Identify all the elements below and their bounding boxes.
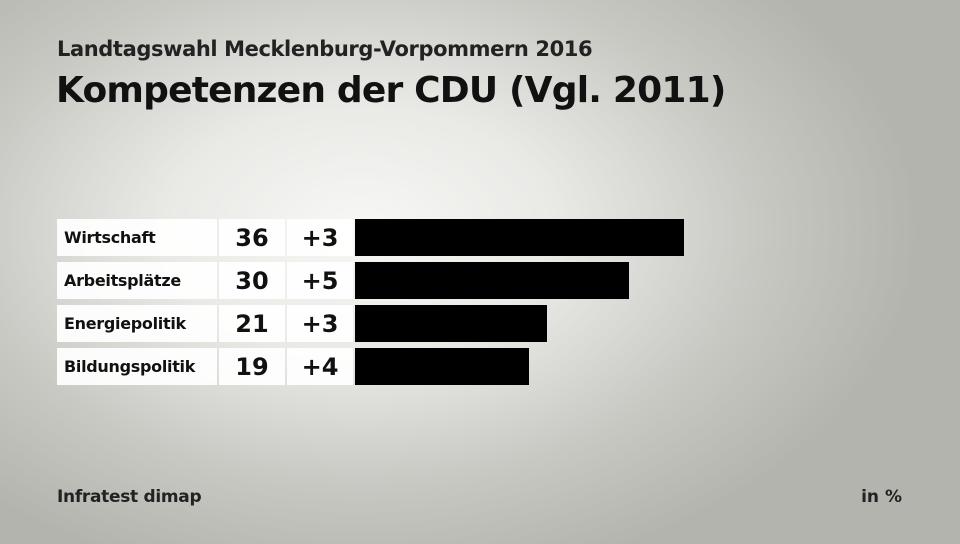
bar-row: Bildungspolitik 19 +4 [57, 348, 697, 385]
value-label: 21 [219, 305, 285, 342]
bar [355, 262, 629, 299]
chart-subtitle: Landtagswahl Mecklenburg-Vorpommern 2016 [57, 37, 593, 61]
value-label: 30 [219, 262, 285, 299]
diff-label: +5 [287, 262, 353, 299]
bar [355, 305, 547, 342]
bar-row: Wirtschaft 36 +3 [57, 219, 697, 256]
category-label: Energiepolitik [57, 305, 217, 342]
category-label: Bildungspolitik [57, 348, 217, 385]
value-label: 36 [219, 219, 285, 256]
bar [355, 219, 684, 256]
category-label: Wirtschaft [57, 219, 217, 256]
bar-row: Energiepolitik 21 +3 [57, 305, 697, 342]
diff-label: +4 [287, 348, 353, 385]
chart-title: Kompetenzen der CDU (Vgl. 2011) [56, 70, 726, 111]
diff-label: +3 [287, 219, 353, 256]
source-label: Infratest dimap [57, 487, 202, 507]
category-label: Arbeitsplätze [57, 262, 217, 299]
diff-label: +3 [287, 305, 353, 342]
unit-label: in % [861, 487, 902, 507]
bar [355, 348, 529, 385]
value-label: 19 [219, 348, 285, 385]
bar-row: Arbeitsplätze 30 +5 [57, 262, 697, 299]
